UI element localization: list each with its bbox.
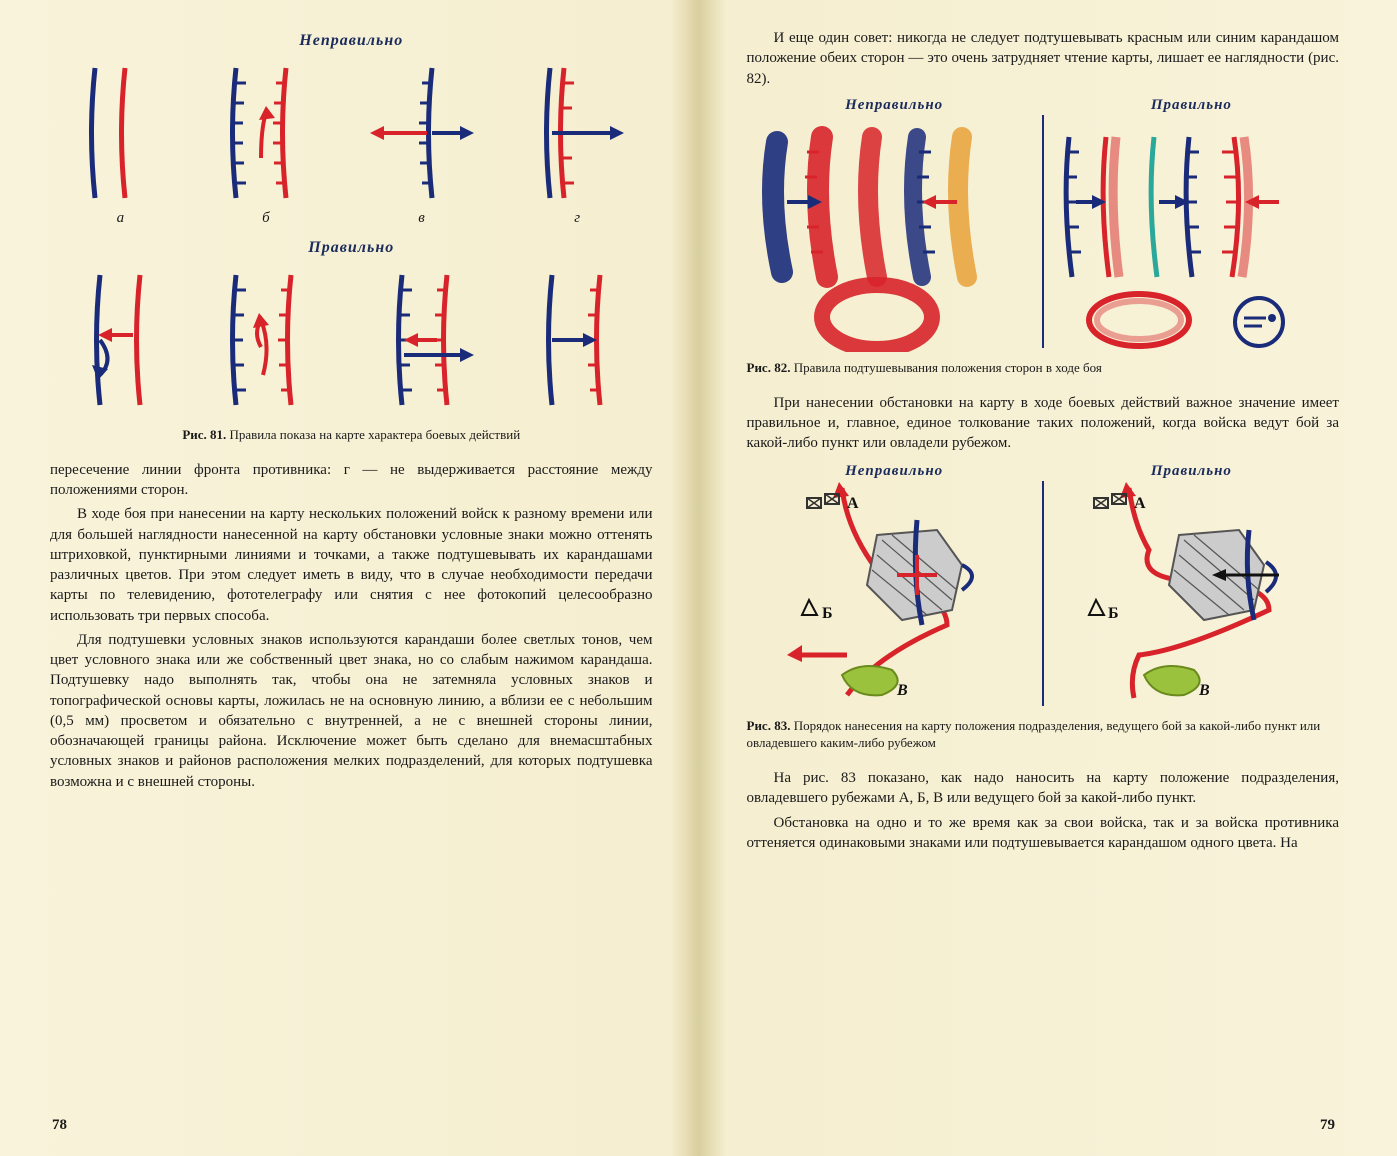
fig81-v: в — [362, 58, 482, 227]
left-para2: В ходе боя при нанесении на карту нескол… — [50, 504, 653, 626]
svg-text:Б: Б — [1108, 605, 1119, 622]
svg-text:Б: Б — [822, 605, 833, 622]
fig83-caption: Рис. 83. Порядок нанесения на карту поло… — [747, 718, 1340, 752]
fig81-label-right: Правильно — [50, 239, 653, 257]
right-para4: Обстановка на одно и то же время как за … — [747, 813, 1340, 854]
svg-text:А: А — [1134, 495, 1146, 512]
fig81-b: б — [211, 58, 321, 227]
svg-text:В: В — [1198, 682, 1210, 699]
fig82-caption: Рис. 82. Правила подтушевывания положени… — [747, 360, 1340, 377]
left-para1: пересечение линии фронта противника: г —… — [50, 460, 653, 501]
svg-text:В: В — [896, 682, 908, 699]
left-para3: Для подтушевки условных знаков использую… — [50, 630, 653, 792]
fig83-right: А Б В — [1044, 480, 1324, 710]
fig81-g2 — [522, 265, 632, 415]
page-number-right: 79 — [1320, 1117, 1335, 1134]
fig81-b2 — [211, 265, 321, 415]
fig81-a2 — [70, 265, 170, 415]
book-spread: Неправильно а — [0, 0, 1397, 1156]
fig81-caption: Рис. 81. Правила показа на карте характе… — [50, 427, 653, 444]
right-para1: И еще один совет: никогда не следует под… — [747, 28, 1340, 89]
fig81-row-right — [50, 265, 653, 415]
fig83: Неправильно А — [747, 459, 1340, 710]
fig81-g: г — [522, 58, 632, 227]
fig81-v2 — [362, 265, 482, 415]
page-right: И еще один совет: никогда не следует под… — [699, 0, 1397, 1156]
page-left: Неправильно а — [0, 0, 699, 1156]
svg-text:А: А — [847, 495, 859, 512]
page-number-left: 78 — [52, 1117, 67, 1134]
right-para2: При нанесении обстановки на карту в ходе… — [747, 393, 1340, 454]
right-para3: На рис. 83 показано, как надо наносить н… — [747, 768, 1340, 809]
fig82-wrong — [747, 122, 1037, 352]
fig82-right — [1044, 122, 1334, 352]
fig83-wrong: А Б — [747, 480, 1027, 710]
fig81-a: а — [70, 58, 170, 227]
fig81-label-wrong: Неправильно — [50, 32, 653, 50]
fig81-row-wrong: а б — [50, 58, 653, 227]
fig82: Неправильно Правильно — [747, 93, 1340, 352]
